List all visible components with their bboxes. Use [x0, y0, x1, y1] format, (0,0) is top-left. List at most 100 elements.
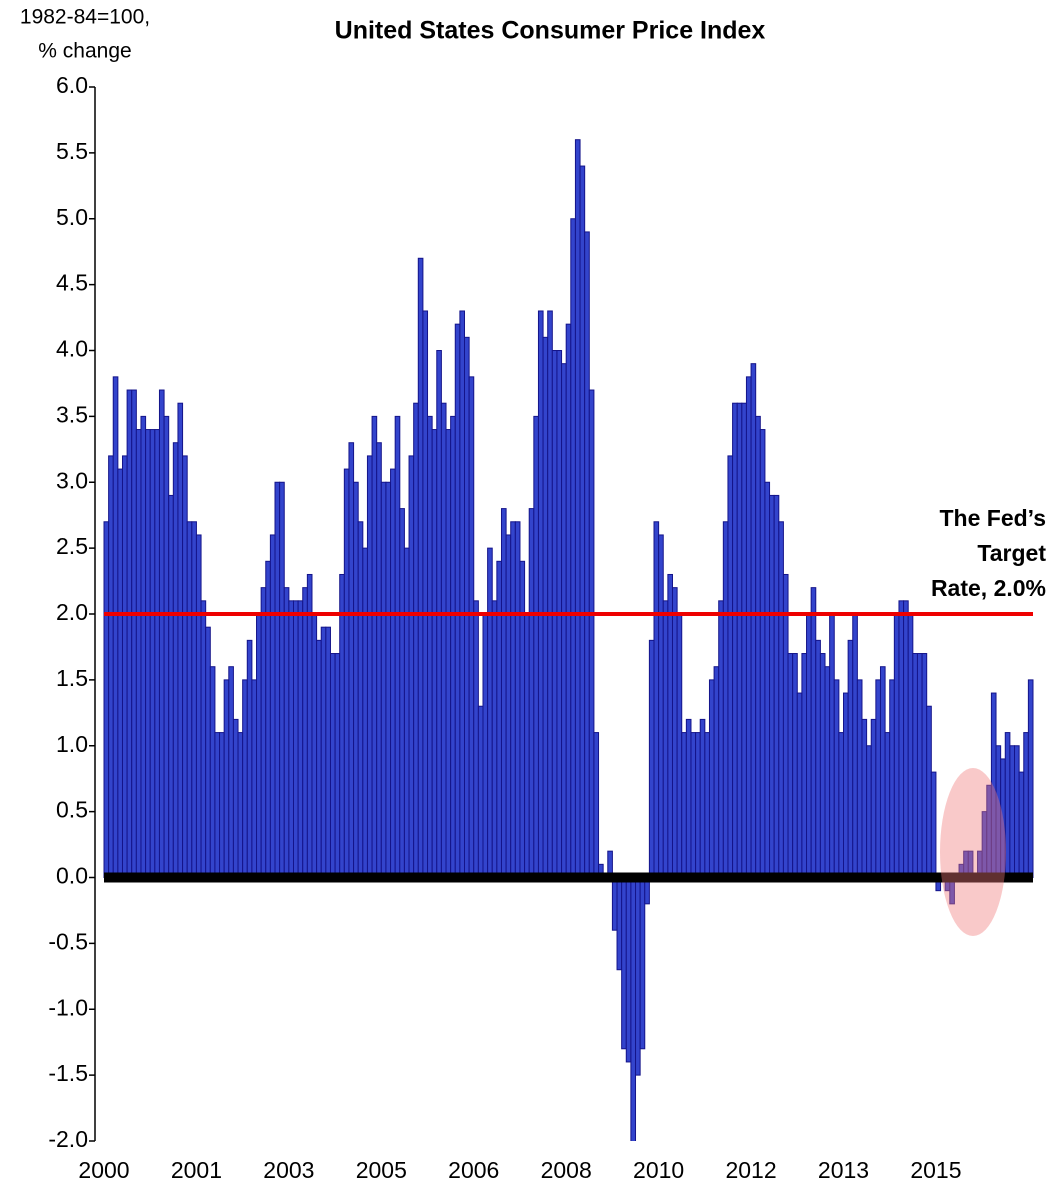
bar: [482, 613, 489, 878]
x-tick-label: 2010: [633, 1157, 684, 1183]
bar: [357, 521, 364, 879]
bar: [662, 600, 669, 878]
bar: [681, 732, 687, 879]
bar: [214, 732, 221, 879]
bar: [537, 310, 544, 879]
bar: [408, 455, 415, 878]
bar: [265, 560, 271, 878]
bar: [570, 218, 576, 878]
bar: [496, 560, 502, 878]
bar: [121, 455, 128, 878]
bar: [154, 429, 160, 878]
bar: [431, 429, 438, 878]
bar: [468, 376, 475, 878]
bar: [713, 666, 720, 879]
annotation: The Fed’s: [940, 505, 1047, 531]
bar: [500, 508, 507, 878]
bar: [648, 639, 655, 878]
bar: [329, 653, 336, 879]
bar: [112, 376, 119, 878]
bar: [302, 587, 308, 879]
bar: [491, 600, 498, 878]
bar: [907, 613, 914, 878]
bar: [912, 653, 918, 879]
bar: [108, 455, 114, 878]
annotation: Target: [977, 540, 1046, 566]
y-tick-label: 5.0: [56, 204, 88, 230]
bar: [676, 613, 683, 878]
bar: [279, 481, 285, 878]
bar: [1009, 745, 1016, 878]
bar: [708, 679, 715, 878]
bar: [565, 323, 572, 878]
bar: [856, 679, 863, 878]
bar: [593, 732, 600, 879]
x-tick-label: 2005: [356, 1157, 407, 1183]
bar: [209, 666, 216, 879]
annotation: Rate, 2.0%: [931, 575, 1046, 601]
bar: [459, 310, 466, 879]
bar: [440, 402, 447, 878]
y-tick-label: 0.5: [56, 797, 88, 823]
bar: [926, 705, 932, 878]
bar: [704, 732, 710, 879]
bar: [348, 442, 355, 878]
bar: [334, 653, 341, 879]
chart-title: United States Consumer Price Index: [335, 17, 766, 45]
bar: [524, 613, 530, 878]
bar: [824, 666, 831, 879]
bar: [653, 521, 660, 879]
y-tick-label: -0.5: [48, 928, 88, 954]
bar: [796, 692, 803, 878]
bar: [195, 534, 202, 878]
bar: [311, 613, 318, 878]
bar: [579, 165, 586, 879]
bar: [635, 877, 641, 1076]
bar: [782, 573, 789, 878]
bar: [283, 587, 290, 879]
bar: [727, 455, 734, 878]
bar: [815, 639, 821, 878]
bar: [205, 626, 211, 878]
bar: [251, 679, 258, 878]
bar: [574, 139, 581, 878]
bar: [413, 402, 419, 878]
bar: [870, 718, 877, 879]
bar: [671, 587, 678, 879]
bar: [930, 771, 937, 878]
y-tick-label: 4.5: [56, 270, 88, 296]
bar: [884, 732, 891, 879]
bar: [126, 389, 133, 878]
bar: [718, 600, 724, 878]
bar: [191, 521, 197, 879]
bar: [916, 653, 923, 879]
bar: [177, 402, 184, 878]
bar: [621, 877, 627, 1050]
bar: [893, 613, 900, 878]
bar: [260, 587, 267, 879]
bar: [149, 429, 156, 878]
bar: [200, 600, 207, 878]
bar: [866, 745, 872, 878]
bar: [547, 310, 553, 879]
bar: [695, 732, 701, 879]
bar: [269, 534, 276, 878]
y-tick-label: 5.5: [56, 138, 88, 164]
bar: [889, 679, 895, 878]
y-tick-label: -1.5: [48, 1060, 88, 1086]
bar: [168, 494, 174, 878]
bar: [699, 718, 706, 879]
bar: [320, 626, 327, 878]
bar: [806, 613, 812, 878]
bar: [274, 481, 281, 878]
bar: [792, 653, 798, 879]
bar: [135, 429, 142, 878]
bar: [838, 732, 845, 879]
bar: [616, 877, 623, 971]
bar: [528, 508, 535, 878]
bar: [505, 534, 512, 878]
bar: [1023, 732, 1029, 879]
bar: [292, 600, 299, 878]
bar: [658, 534, 664, 878]
x-tick-label: 2006: [448, 1157, 499, 1183]
